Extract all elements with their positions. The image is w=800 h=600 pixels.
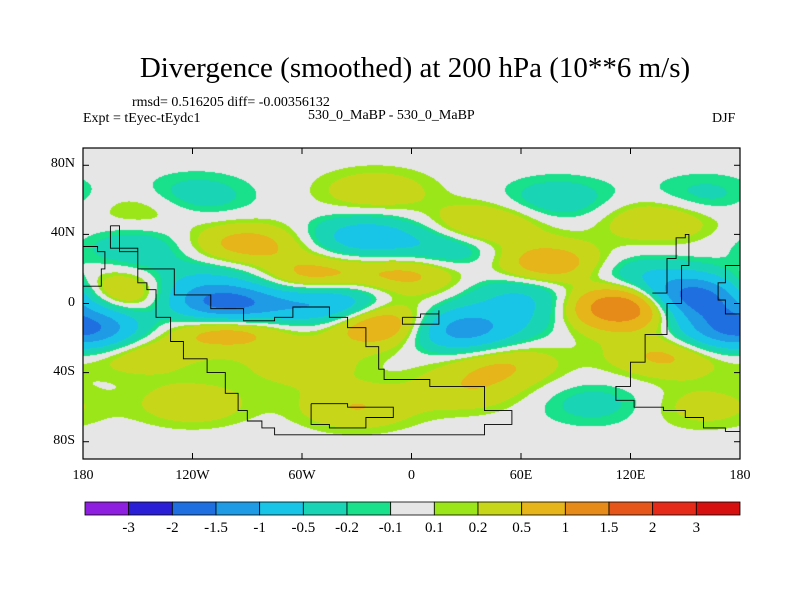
- colorbar-swatch: [564, 501, 610, 516]
- colorbar-swatch: [215, 501, 261, 516]
- season-label: DJF: [712, 111, 736, 126]
- colorbar-label: 1: [561, 520, 570, 536]
- coastline-5: [82, 246, 106, 294]
- x-tick-label: 180: [72, 468, 94, 483]
- coastline-1: [310, 403, 394, 429]
- coastline-4: [717, 251, 741, 315]
- divergence-field: [83, 148, 740, 459]
- colorbar-swatch: [390, 501, 435, 516]
- colorbar-label: 1.5: [599, 520, 619, 536]
- plot-border: [82, 147, 741, 460]
- colorbar-label: -2: [166, 520, 179, 536]
- colorbar-swatch: [695, 501, 741, 516]
- plot-area: [83, 148, 740, 459]
- colorbar-swatch: [259, 501, 304, 516]
- colorbar-label: -1.5: [204, 520, 228, 536]
- colorbar-label: 3: [692, 520, 701, 536]
- y-tick-label: 80N: [50, 156, 75, 172]
- coastline-2: [401, 310, 440, 325]
- colorbar-label: 0.5: [512, 520, 532, 536]
- colorbar-swatch: [171, 501, 217, 516]
- x-tick-label: 120W: [175, 468, 210, 483]
- colorbar-swatch: [84, 501, 130, 516]
- colorbar-swatch: [652, 501, 697, 516]
- stats-line: rmsd= 0.516205 diff= -0.00356132: [132, 95, 330, 110]
- x-tick-label: 180: [729, 468, 751, 483]
- coastline-3: [615, 233, 741, 432]
- colorbar-swatch: [346, 501, 392, 516]
- colorbar-label: 2: [648, 520, 657, 536]
- x-tick-label: 60E: [509, 468, 533, 483]
- colorbar-label: -0.1: [378, 520, 403, 536]
- colorbar-label: -0.2: [335, 520, 359, 536]
- colorbar-label: 0.2: [468, 520, 488, 536]
- left-label: Expt = tEyec-tEydc1: [83, 111, 201, 126]
- chart-title: Divergence (smoothed) at 200 hPa (10**6 …: [139, 52, 691, 84]
- y-tick-label: 0: [68, 294, 75, 310]
- colorbar-swatch: [608, 501, 654, 516]
- colorbar-swatch: [477, 501, 523, 516]
- colorbar-label: -3: [122, 520, 135, 536]
- y-tick-label: 40N: [50, 225, 75, 241]
- y-tick-label: 40S: [53, 363, 75, 379]
- colorbar-label: 0.1: [424, 520, 444, 536]
- x-tick-label: 120E: [615, 468, 646, 483]
- x-tick-label: 60W: [288, 468, 316, 483]
- colorbar: [84, 501, 741, 516]
- coastline-0: [109, 225, 513, 436]
- colorbar-label: -0.5: [291, 520, 316, 536]
- colorbar-swatch: [521, 501, 566, 516]
- colorbar-label: -1: [253, 520, 266, 536]
- colorbar-swatch: [302, 501, 348, 516]
- y-tick-label: 80S: [53, 432, 75, 448]
- x-tick-label: 0: [408, 468, 415, 483]
- colorbar-swatch: [433, 501, 479, 516]
- colorbar-swatch: [128, 501, 173, 516]
- continent-outlines: [82, 225, 741, 436]
- center-label: 530_0_MaBP - 530_0_MaBP: [308, 108, 475, 123]
